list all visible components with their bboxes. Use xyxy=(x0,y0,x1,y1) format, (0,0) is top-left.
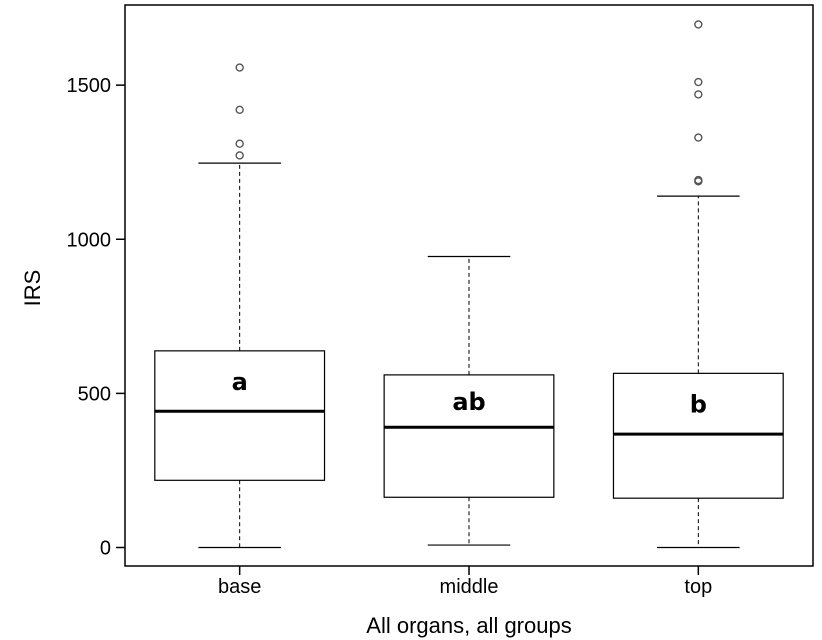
outlier-point xyxy=(694,90,703,99)
outlier-point xyxy=(694,175,703,185)
y-tick-label: 1500 xyxy=(67,75,112,97)
outlier-point xyxy=(694,20,703,29)
y-axis: 0 500 1000 1500 xyxy=(67,75,125,560)
outlier-point xyxy=(235,105,244,115)
iqr-box xyxy=(154,350,326,481)
group-letter-base: a xyxy=(232,368,248,396)
outlier-point xyxy=(235,151,244,160)
outlier-point xyxy=(694,133,703,142)
y-tick-label: 0 xyxy=(100,538,111,560)
box-base: a xyxy=(154,63,326,549)
iqr-box xyxy=(612,372,784,499)
y-tick-label: 500 xyxy=(78,383,111,405)
y-tick-label: 1000 xyxy=(67,229,112,251)
outlier-point xyxy=(694,77,703,87)
group-letter-middle: ab xyxy=(452,388,485,416)
box-top: b xyxy=(612,20,784,549)
y-axis-label: IRS xyxy=(20,270,45,307)
outlier-point xyxy=(235,139,244,148)
boxes: a ab b xyxy=(154,20,784,549)
iqr-box xyxy=(383,374,555,498)
box-middle: ab xyxy=(383,255,555,546)
x-tick-label: middle xyxy=(440,576,499,598)
x-axis: base middle top xyxy=(218,566,712,598)
x-axis-label: All organs, all groups xyxy=(366,613,571,638)
group-letter-top: b xyxy=(690,391,707,419)
x-tick-label: top xyxy=(684,576,712,598)
x-tick-label: base xyxy=(218,576,261,598)
outlier-point xyxy=(235,63,244,72)
